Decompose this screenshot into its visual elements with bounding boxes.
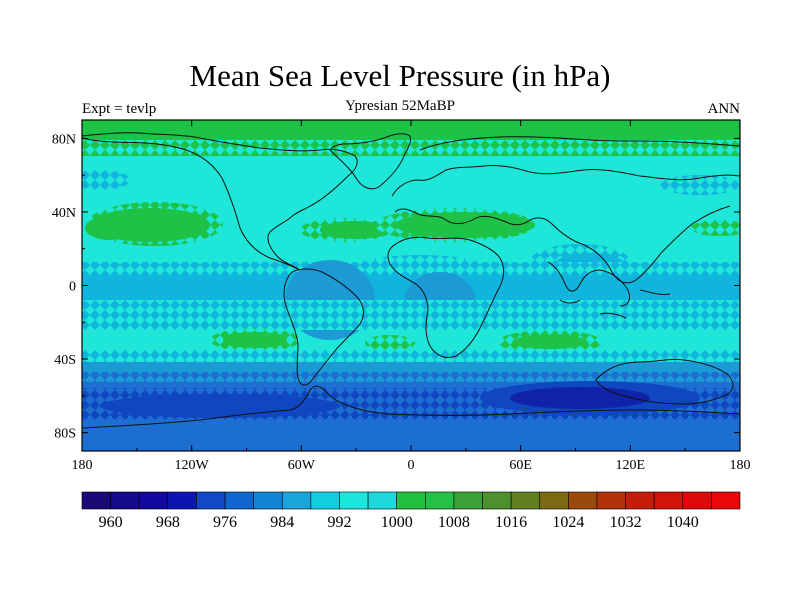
coast-antarctica — [82, 385, 740, 429]
field-natl-high — [320, 221, 390, 239]
colorbar-swatch — [138, 491, 169, 510]
coast-africa — [387, 236, 505, 359]
colorbar-swatch — [453, 491, 483, 510]
x-tick-label: 120W — [175, 458, 210, 473]
y-tick-label: 80S — [54, 427, 76, 442]
field-np-patch — [82, 170, 130, 190]
field-arctic-transition — [82, 140, 740, 156]
colorbar-swatch — [167, 491, 197, 510]
colorbar-label: 1016 — [495, 514, 527, 531]
x-tick-label: 180 — [730, 458, 751, 473]
colorbar-swatch — [425, 491, 455, 510]
period-label: Ypresian 52MaBP — [345, 98, 455, 114]
colorbar-swatch — [196, 491, 226, 510]
coast-arctic — [419, 136, 740, 151]
colorbar: 960 968 976 984 992 1000 1008 1016 1024 1032 1040 — [81, 491, 741, 531]
season-label: ANN — [707, 101, 741, 117]
x-tick-label: 120E — [616, 458, 646, 473]
colorbar-swatch — [482, 491, 512, 510]
colorbar-swatch — [81, 491, 111, 510]
field-south-transition-2 — [82, 372, 740, 384]
y-tick-label: 40N — [52, 206, 76, 221]
field-south-low-west — [100, 394, 340, 418]
colorbar-swatch — [625, 491, 655, 510]
coast-australia — [595, 358, 734, 405]
colorbar-label: 968 — [156, 514, 180, 531]
colorbar-label: 1008 — [438, 514, 470, 531]
colorbar-label: 992 — [327, 514, 351, 531]
colorbar-swatch — [281, 491, 312, 510]
coast-south-america — [283, 268, 364, 386]
x-tick-label: 180 — [72, 458, 93, 473]
colorbar-swatch — [596, 491, 626, 510]
colorbar-swatch — [110, 491, 140, 510]
colorbar-label: 1000 — [381, 514, 413, 531]
field-satl-high — [365, 335, 415, 351]
colorbar-swatch — [653, 491, 684, 510]
axes: 180 120W 60W 0 60E 120E 180 80N 40N 0 40S 80S — [52, 120, 751, 473]
field-arctic-high — [82, 120, 740, 142]
x-tick-label: 60W — [288, 458, 316, 473]
x-tick-label: 0 — [408, 458, 415, 473]
field-south-tropic — [82, 300, 740, 330]
colorbar-label: 984 — [270, 514, 294, 531]
colorbar-swatch — [224, 491, 254, 510]
field-south-deep-low — [510, 387, 650, 409]
field-tethys-high — [395, 212, 535, 238]
coast-indonesia — [559, 289, 671, 319]
colorbar-label: 1040 — [667, 514, 699, 531]
colorbar-label: 1032 — [610, 514, 642, 531]
field-wpac-transition — [690, 220, 740, 236]
colorbar-swatch — [396, 491, 426, 510]
coast-north-america — [82, 132, 358, 271]
field-npac-high-west — [85, 216, 135, 240]
coast-india — [547, 261, 631, 307]
colorbar-swatch — [339, 491, 369, 510]
y-tick-label: 0 — [69, 280, 76, 295]
map-title: Mean Sea Level Pressure (in hPa) — [189, 58, 611, 93]
colorbar-swatch — [310, 491, 340, 510]
colorbar-swatch — [711, 491, 741, 510]
colorbar-label: 960 — [99, 514, 123, 531]
colorbar-label: 976 — [213, 514, 237, 531]
colorbar-label: 1024 — [552, 514, 584, 531]
y-tick-label: 80N — [52, 132, 76, 147]
colorbar-swatch — [367, 491, 397, 510]
experiment-label: Expt = tevlp — [82, 101, 157, 117]
field-spac-high — [223, 332, 287, 348]
x-tick-label: 60E — [509, 458, 532, 473]
colorbar-swatch — [568, 491, 598, 510]
coast-eurasia — [391, 165, 740, 197]
coast-europe — [394, 205, 731, 284]
colorbar-swatch — [539, 491, 569, 510]
coastlines — [82, 132, 740, 429]
y-tick-label: 40S — [54, 353, 76, 368]
colorbar-swatch — [253, 491, 283, 510]
colorbar-swatch — [510, 491, 541, 510]
colorbar-swatch — [682, 491, 712, 510]
field-ind-high — [512, 335, 588, 349]
coast-greenland — [329, 133, 411, 190]
